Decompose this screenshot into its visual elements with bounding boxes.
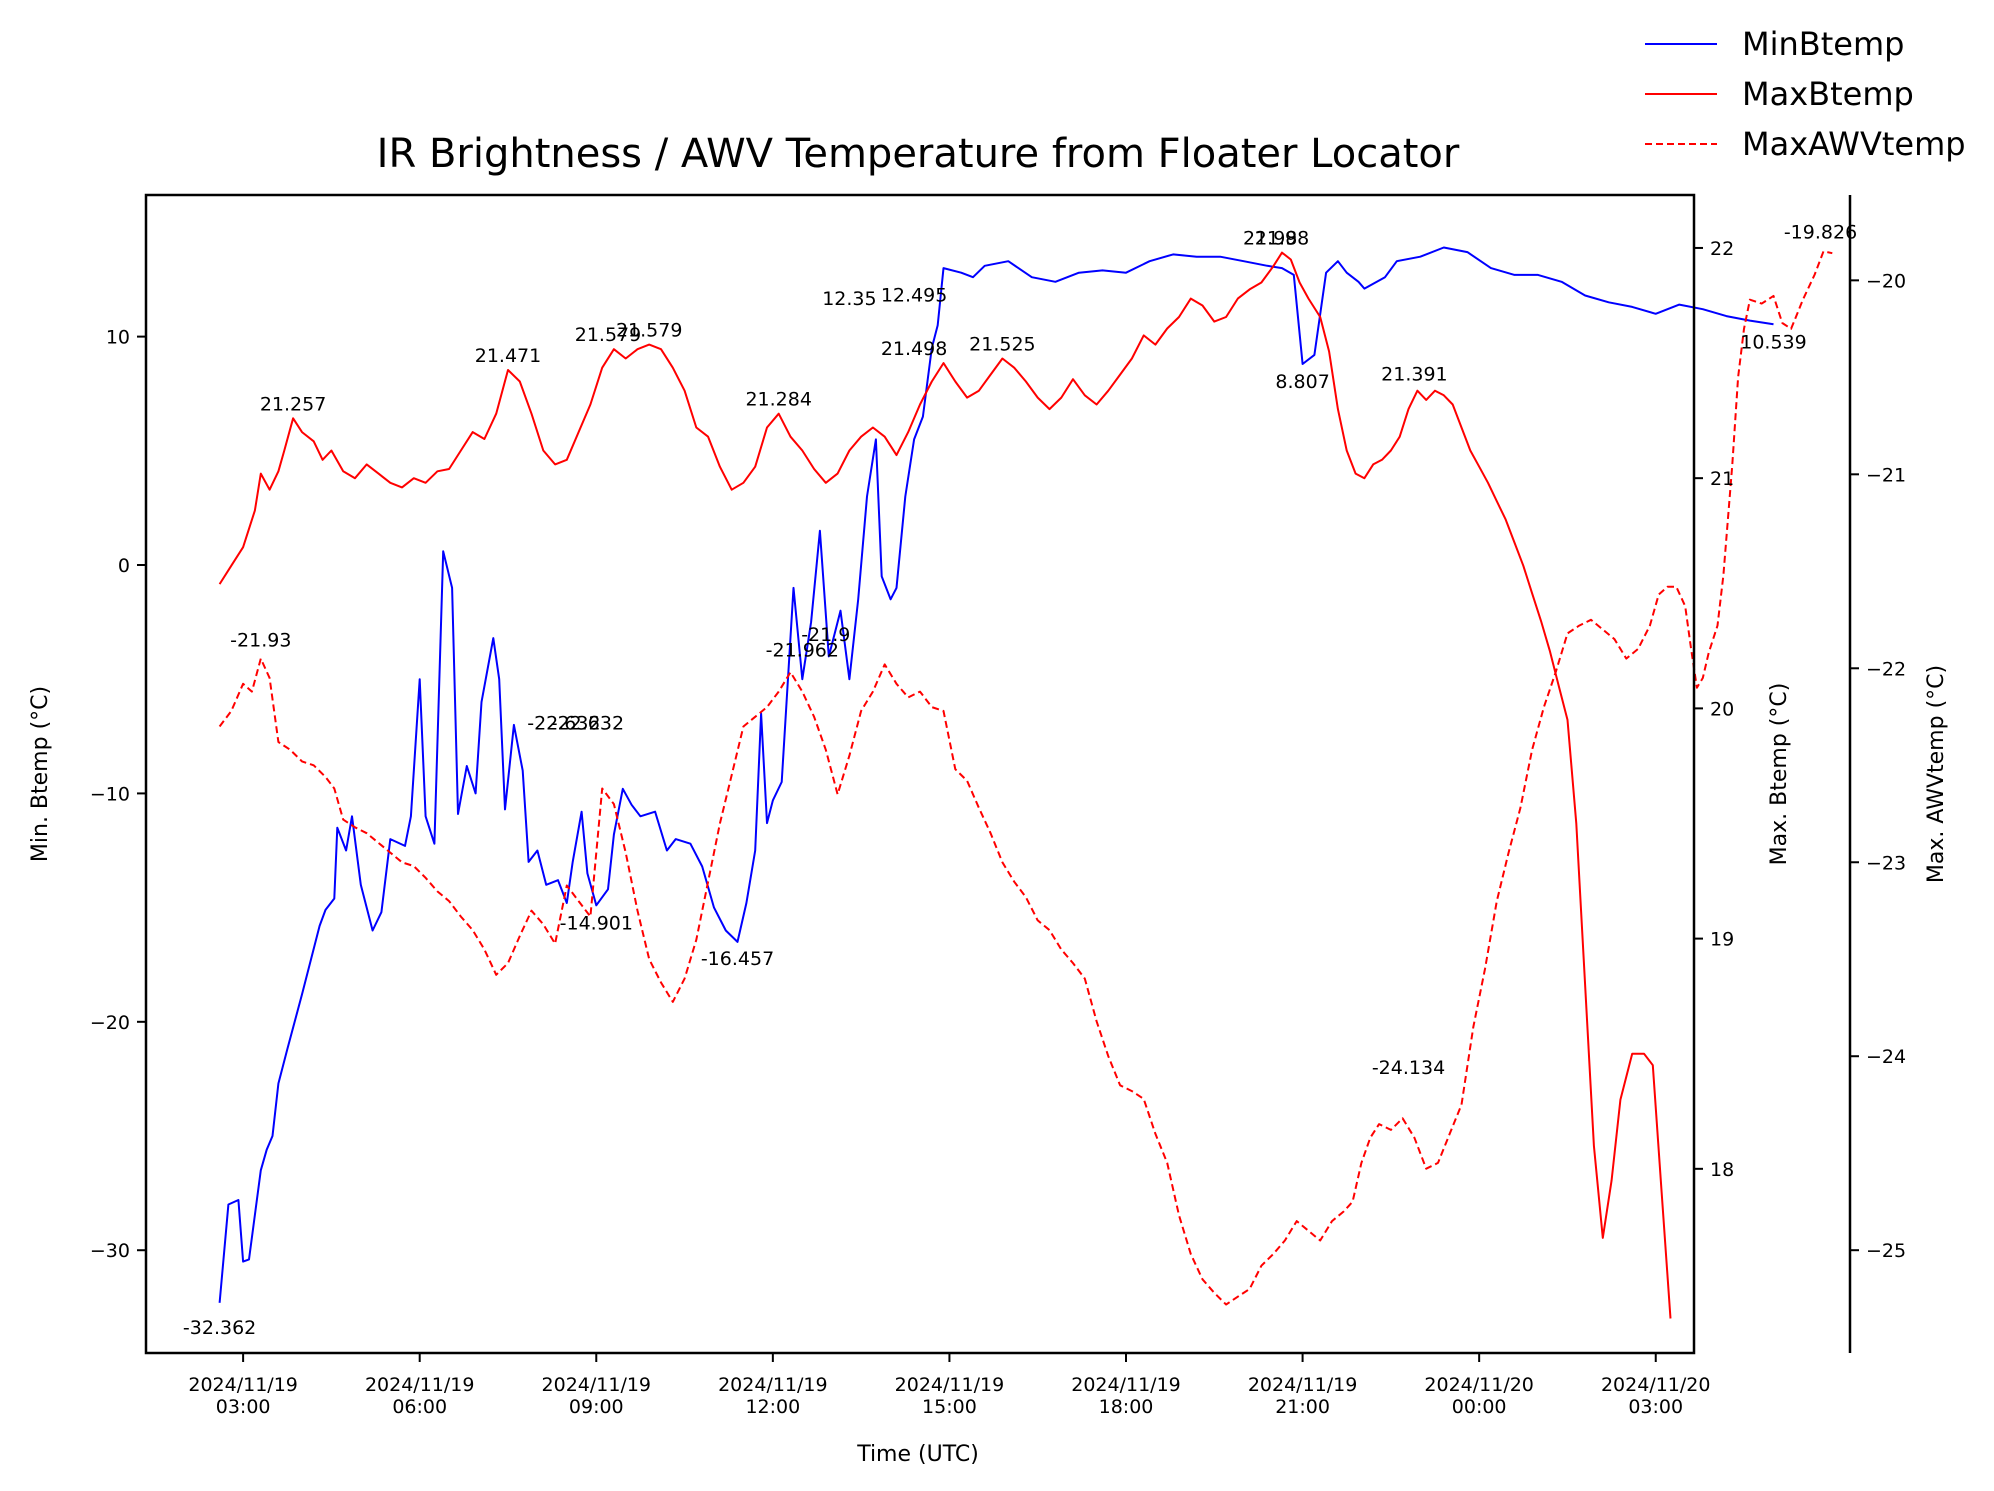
x-axis-label: Time (UTC) xyxy=(856,1442,979,1467)
legend-label: MaxAWVtemp xyxy=(1742,125,1966,163)
left-tick-label: 10 xyxy=(106,327,130,349)
left-tick-label: −10 xyxy=(90,783,130,805)
x-tick-label-date: 2024/11/19 xyxy=(542,1374,652,1396)
series-line-maxbtemp xyxy=(218,251,1672,1319)
legend-label: MaxBtemp xyxy=(1742,75,1914,113)
left-tick-label: −20 xyxy=(90,1012,130,1034)
data-label: 12.495 xyxy=(881,285,947,307)
far-right-tick-label: −25 xyxy=(1866,1240,1906,1262)
far-right-tick-label: −20 xyxy=(1866,270,1906,292)
data-label: -14.901 xyxy=(560,912,633,934)
series-line-maxawvtemp xyxy=(218,250,1833,1306)
data-label: 21.525 xyxy=(969,334,1035,356)
x-tick-label-time: 06:00 xyxy=(392,1396,447,1418)
data-label: -19.826 xyxy=(1784,222,1857,244)
data-label: 21.498 xyxy=(881,338,947,360)
x-tick-label-time: 18:00 xyxy=(1099,1396,1154,1418)
right-tick-label: 21 xyxy=(1710,468,1734,490)
right-tick-label: 20 xyxy=(1710,698,1734,720)
data-label: 21.98 xyxy=(1255,228,1309,250)
x-axis: 2024/11/1903:002024/11/1906:002024/11/19… xyxy=(188,1353,1710,1418)
data-label: 21.391 xyxy=(1381,363,1447,385)
far-right-axis-label: Max. AWVtemp (°C) xyxy=(1924,665,1949,883)
x-tick-label-date: 2024/11/19 xyxy=(718,1374,828,1396)
data-label: 21.579 xyxy=(575,324,641,346)
data-label: -21.93 xyxy=(230,630,291,652)
right-y-axis: 22 21 20 19 18 xyxy=(1694,238,1734,1181)
x-tick-label-date: 2024/11/20 xyxy=(1424,1374,1534,1396)
data-label: 21.98 xyxy=(1243,228,1297,250)
x-tick-label-date: 2024/11/19 xyxy=(365,1374,475,1396)
x-tick-label-time: 09:00 xyxy=(569,1396,624,1418)
far-right-tick-label: −21 xyxy=(1866,464,1906,486)
data-label: 21.579 xyxy=(616,320,682,342)
left-y-axis: 10 0 −10 −20 −30 xyxy=(90,327,146,1262)
data-label: 12.35 xyxy=(822,288,876,310)
x-tick-label-time: 00:00 xyxy=(1452,1396,1507,1418)
right-tick-label: 22 xyxy=(1710,238,1734,260)
x-tick-label-time: 15:00 xyxy=(922,1396,977,1418)
x-tick-label-date: 2024/11/19 xyxy=(895,1374,1005,1396)
x-tick-label-date: 2024/11/20 xyxy=(1601,1374,1711,1396)
data-label: -22.632 xyxy=(527,713,600,735)
data-label: -21.9 xyxy=(801,624,850,646)
x-tick-label-time: 03:00 xyxy=(1628,1396,1683,1418)
annotation-layer: -32.362 -14.901 -16.457 12.35 12.495 8.807 10.… xyxy=(183,222,1857,1340)
left-tick-label: −30 xyxy=(90,1240,130,1262)
right-tick-label: 18 xyxy=(1710,1159,1734,1181)
x-tick-label-time: 21:00 xyxy=(1275,1396,1330,1418)
x-tick-label-time: 03:00 xyxy=(216,1396,271,1418)
x-tick-label-date: 2024/11/19 xyxy=(188,1374,298,1396)
data-label: -22.632 xyxy=(551,713,624,735)
data-label: 21.284 xyxy=(745,389,811,411)
data-label: 21.257 xyxy=(260,393,326,415)
data-label: -21.962 xyxy=(766,639,839,661)
x-tick-label-date: 2024/11/19 xyxy=(1248,1374,1358,1396)
far-right-tick-label: −23 xyxy=(1866,852,1906,874)
far-right-tick-label: −24 xyxy=(1866,1046,1906,1068)
series-line-minbtemp xyxy=(218,246,1774,1303)
chart-title: IR Brightness / AWV Temperature from Flo… xyxy=(377,131,1460,177)
data-label: -24.134 xyxy=(1372,1057,1445,1079)
legend: MinBtemp MaxBtemp MaxAWVtemp xyxy=(1645,25,1966,163)
legend-label: MinBtemp xyxy=(1742,25,1904,63)
data-label: -32.362 xyxy=(183,1317,256,1339)
right-tick-label: 19 xyxy=(1710,929,1734,951)
x-tick-label-time: 12:00 xyxy=(745,1396,800,1418)
right-axis-label: Max. Btemp (°C) xyxy=(1767,683,1792,866)
x-tick-label-date: 2024/11/19 xyxy=(1071,1374,1181,1396)
data-label: 8.807 xyxy=(1275,371,1329,393)
left-tick-label: 0 xyxy=(118,555,130,577)
far-right-tick-label: −22 xyxy=(1866,658,1906,680)
data-label: -16.457 xyxy=(701,948,774,970)
left-axis-label: Min. Btemp (°C) xyxy=(28,686,53,862)
series-layer xyxy=(218,246,1833,1319)
plot-frame xyxy=(144,193,1696,1355)
far-right-y-axis: −20 −21 −22 −23 −24 −25 xyxy=(1848,195,1906,1353)
data-label: 21.471 xyxy=(475,345,541,367)
data-label: 10.539 xyxy=(1740,331,1806,353)
